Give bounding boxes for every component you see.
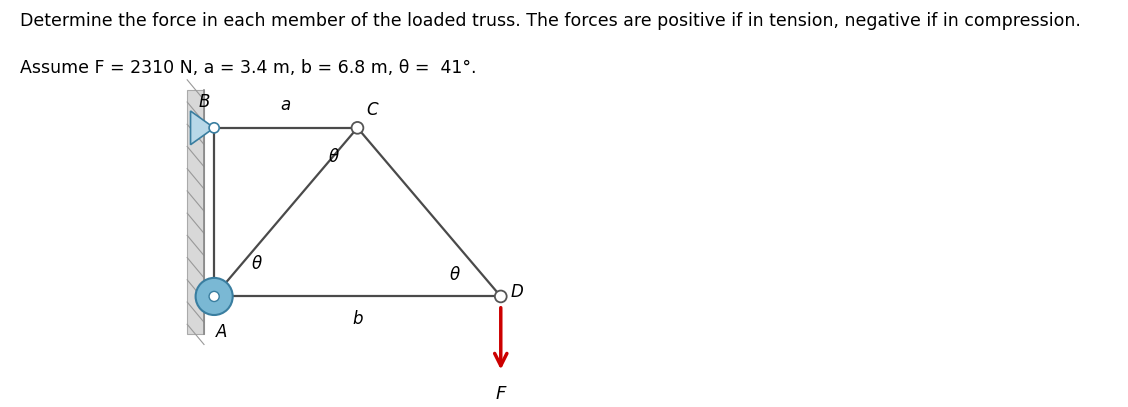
Text: C: C (365, 101, 378, 119)
Circle shape (495, 291, 506, 302)
Text: a: a (281, 96, 291, 114)
Polygon shape (191, 111, 214, 145)
Circle shape (209, 291, 219, 302)
Polygon shape (187, 90, 204, 335)
Text: Assume F = 2310 N, a = 3.4 m, b = 6.8 m, θ =  41°.: Assume F = 2310 N, a = 3.4 m, b = 6.8 m,… (20, 59, 477, 77)
Text: D: D (511, 283, 523, 301)
Text: θ: θ (328, 148, 338, 166)
Text: b: b (352, 310, 363, 328)
Circle shape (209, 123, 219, 133)
Text: θ: θ (449, 266, 459, 284)
Text: B: B (199, 93, 210, 111)
Circle shape (195, 278, 232, 315)
Text: F: F (495, 385, 506, 403)
Circle shape (352, 122, 363, 134)
Text: A: A (215, 324, 227, 341)
Text: θ: θ (252, 256, 262, 274)
Text: Determine the force in each member of the loaded truss. The forces are positive : Determine the force in each member of th… (20, 12, 1081, 30)
